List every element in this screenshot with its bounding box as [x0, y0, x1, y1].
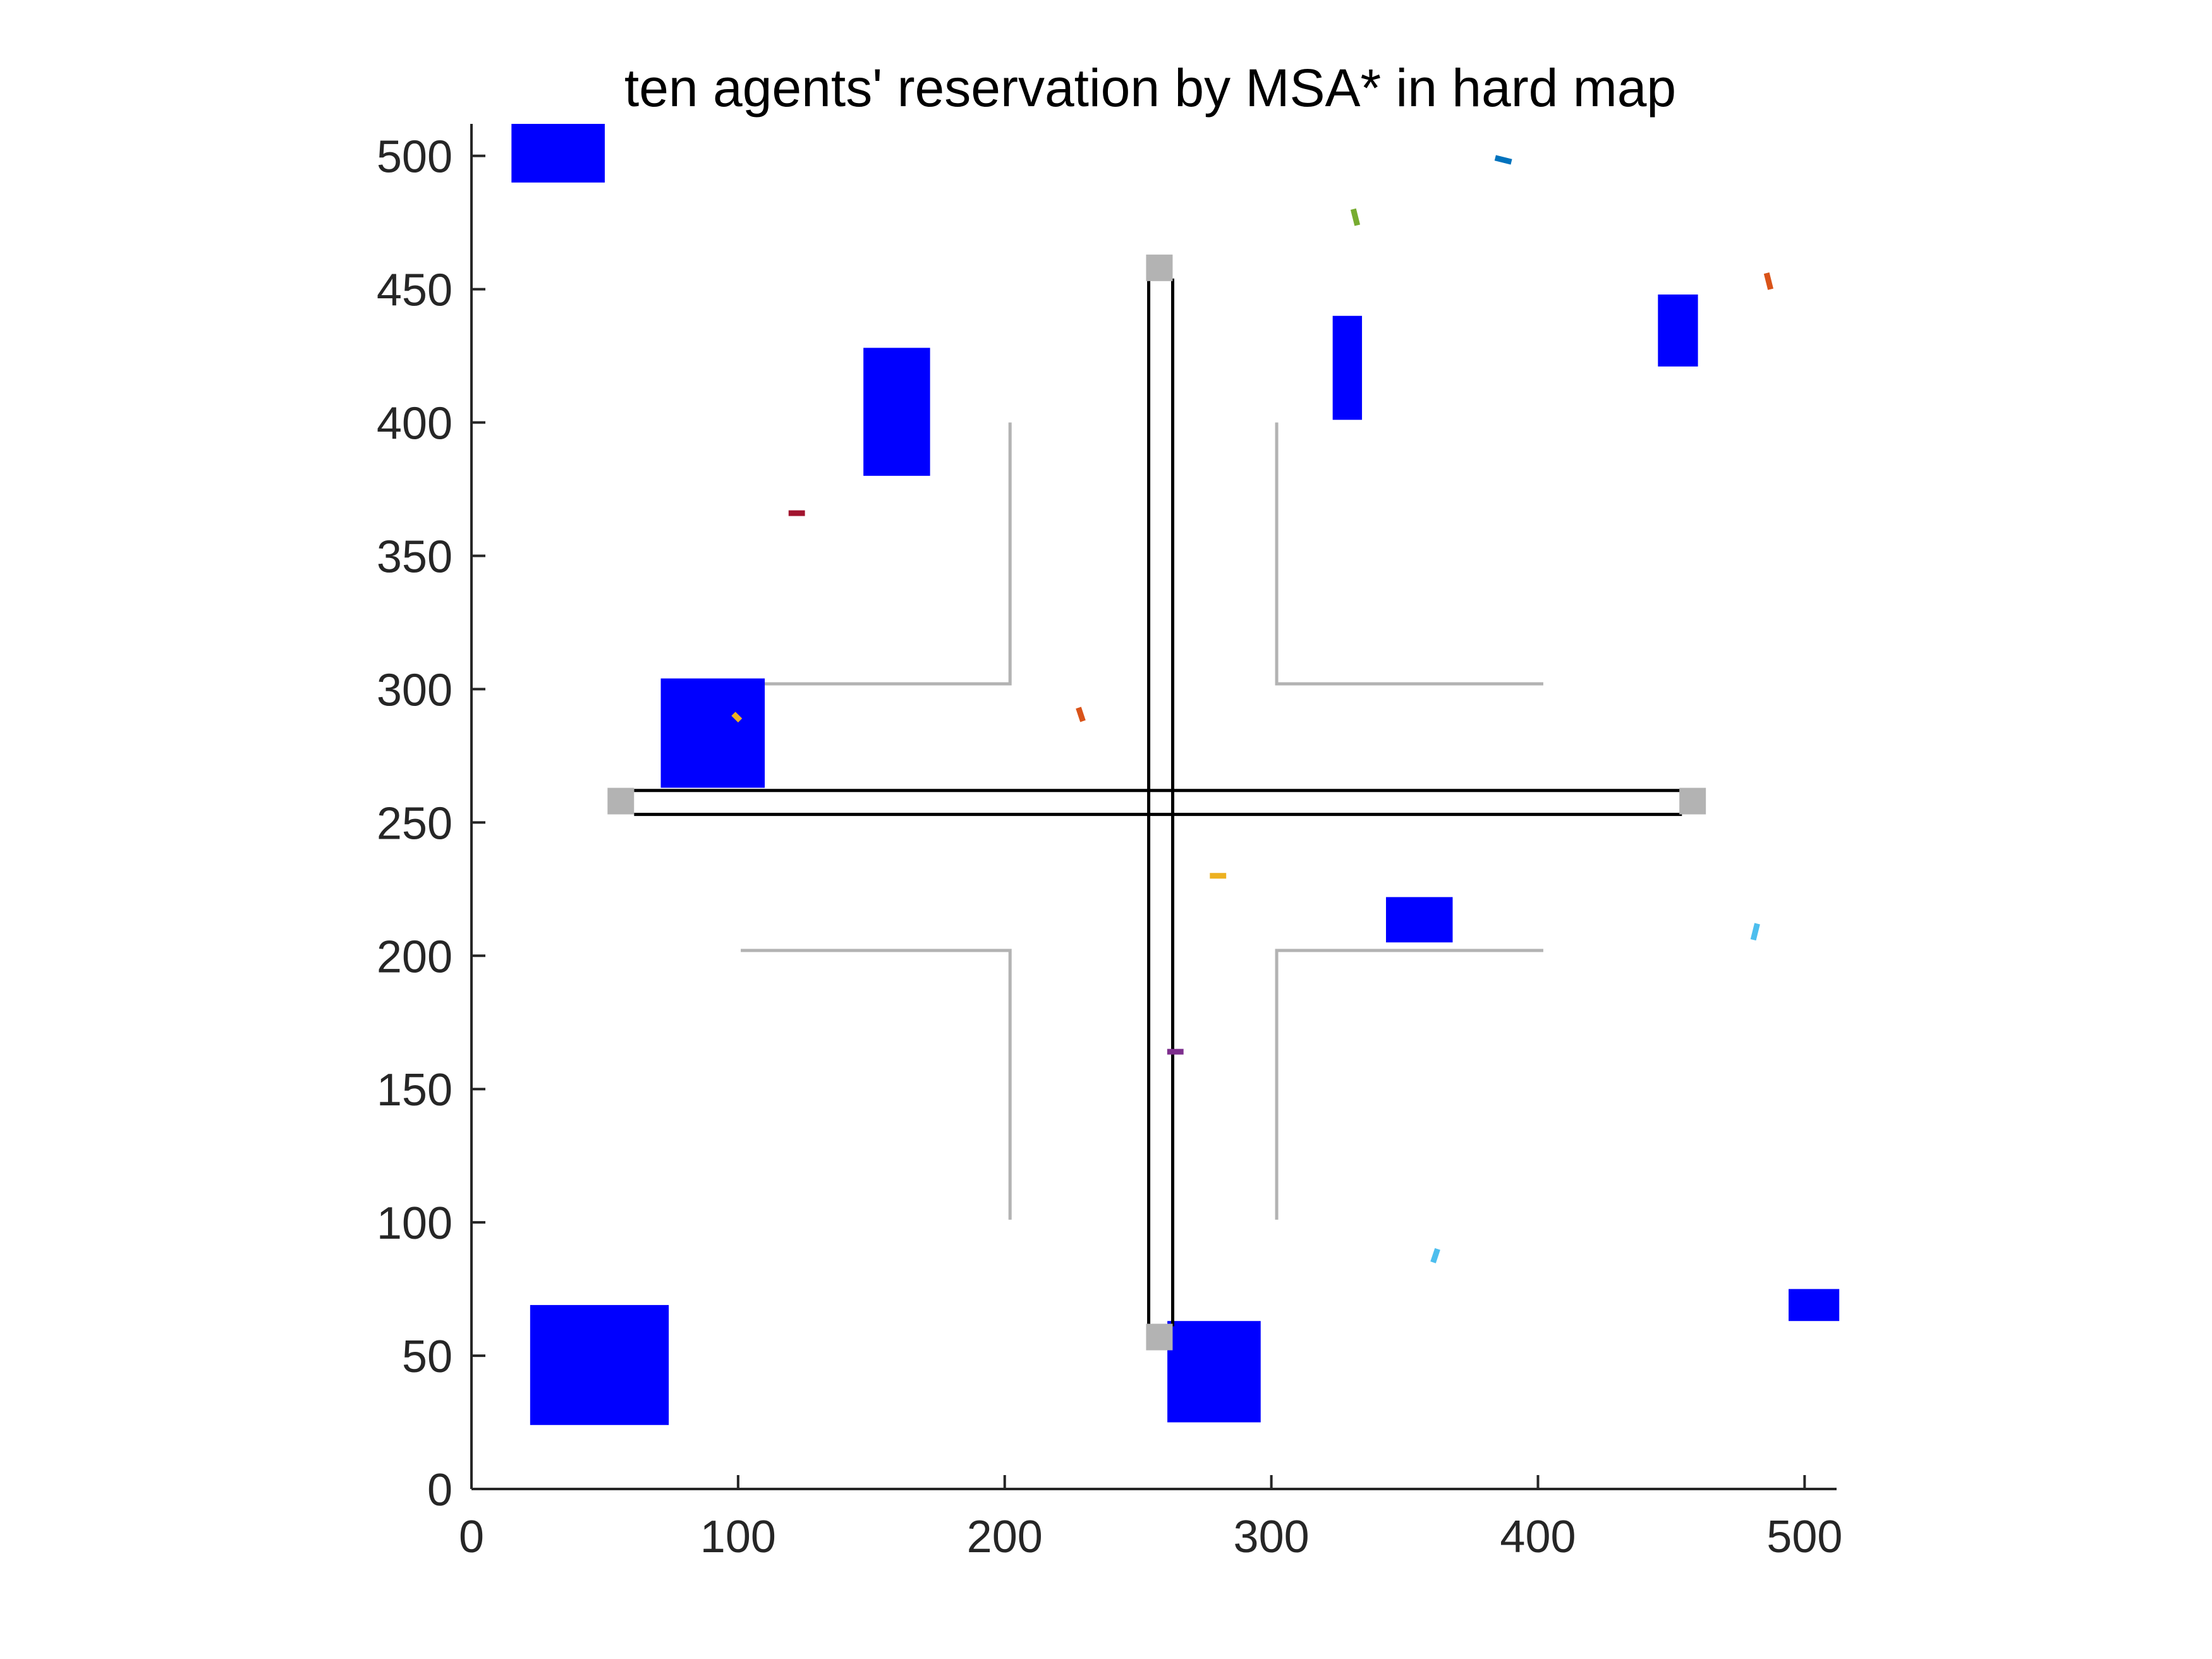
boundaries-layer [741, 422, 1543, 1220]
agent-reservation-1 [1494, 155, 1512, 165]
obstacle-9 [1789, 1289, 1840, 1322]
x-tick-label: 500 [1766, 1512, 1842, 1562]
y-axis-ticks: 0 50 100 150 200 250 300 350 400 450 500 [377, 132, 485, 1516]
obstacle-8 [1167, 1321, 1261, 1423]
obstacle-2 [863, 348, 930, 476]
x-tick-label: 200 [967, 1512, 1043, 1562]
y-tick-label: 50 [402, 1332, 453, 1382]
y-tick-label: 0 [427, 1465, 453, 1516]
obstacles-layer [511, 124, 1840, 1425]
y-tick-label: 150 [377, 1065, 453, 1115]
chart-title: ten agents' reservation by MSA* in hard … [624, 58, 1676, 118]
axes: 0 100 200 300 400 500 0 50 100 150 200 250 300 350 40… [377, 124, 1842, 1562]
road-node-2 [1146, 1323, 1173, 1351]
obstacle-1 [511, 124, 605, 183]
agent-reservation-5 [1076, 707, 1086, 722]
agent-reservation-8 [1750, 923, 1760, 941]
plot-area [511, 124, 1840, 1425]
agent-reservation-10 [1430, 1248, 1440, 1263]
x-tick-label: 400 [1500, 1512, 1576, 1562]
y-tick-label: 350 [377, 532, 453, 582]
agent-reservation-2 [1350, 208, 1361, 226]
y-tick-label: 100 [377, 1198, 453, 1249]
y-tick-label: 500 [377, 132, 453, 183]
x-axis-ticks: 0 100 200 300 400 500 [459, 1475, 1842, 1562]
agent-reservation-6 [731, 712, 743, 723]
y-tick-label: 450 [377, 265, 453, 316]
obstacle-5 [1658, 295, 1698, 367]
obstacle-7 [530, 1304, 669, 1425]
boundary-wall-3 [741, 949, 1012, 1220]
x-tick-label: 0 [459, 1512, 484, 1562]
agents-layer [731, 155, 1773, 1263]
road-node-1 [1146, 254, 1173, 281]
obstacle-4 [1332, 315, 1363, 420]
y-tick-label: 300 [377, 665, 453, 715]
x-tick-label: 100 [700, 1512, 776, 1562]
x-tick-label: 300 [1234, 1512, 1310, 1562]
y-tick-label: 200 [377, 932, 453, 982]
roads-layer [634, 278, 1682, 1327]
boundary-wall-2 [1275, 422, 1543, 686]
obstacle-6 [1386, 897, 1453, 943]
road-node-3 [607, 787, 635, 815]
boundary-wall-1 [741, 422, 1012, 686]
road-nodes-layer [607, 254, 1706, 1351]
agent-reservation-3 [1763, 272, 1773, 290]
y-tick-label: 400 [377, 399, 453, 449]
y-tick-label: 250 [377, 798, 453, 849]
road-node-4 [1679, 787, 1706, 815]
boundary-wall-4 [1275, 949, 1543, 1220]
obstacle-3 [660, 678, 765, 788]
